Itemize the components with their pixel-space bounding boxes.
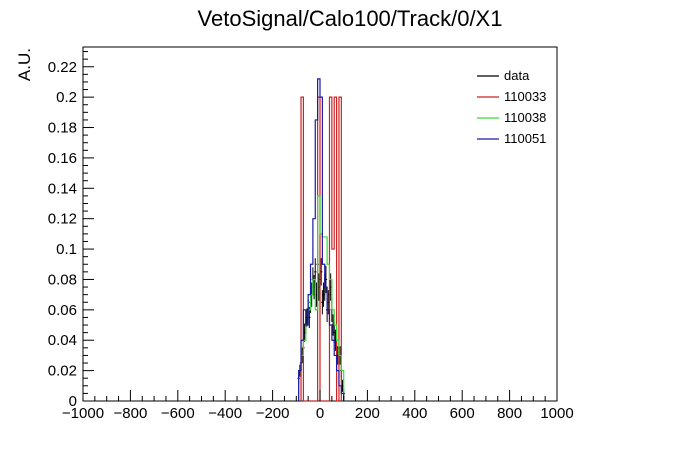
legend: data 110033 110038 110051	[477, 68, 546, 146]
y-tick-label: 0.2	[56, 89, 77, 106]
y-tick-label: 0.02	[48, 363, 77, 380]
y-tick-label: 0.1	[56, 241, 77, 258]
y-axis-label: A.U.	[15, 48, 34, 81]
y-tick-label: 0.08	[48, 271, 77, 288]
y-tick-label: 0	[69, 393, 77, 410]
series-110033-line	[300, 96, 342, 402]
x-tick-label: 800	[497, 405, 522, 422]
x-tick-label: 600	[450, 405, 475, 422]
series-group	[297, 78, 345, 402]
x-tick-label: −800	[114, 405, 148, 422]
y-tick-label: 0.16	[48, 150, 77, 167]
x-tick-label: 1000	[540, 405, 573, 422]
legend-label-data: data	[504, 68, 530, 83]
x-tick-label: 400	[402, 405, 427, 422]
chart-title: VetoSignal/Calo100/Track/0/X1	[198, 6, 503, 31]
x-tick-label: −400	[208, 405, 242, 422]
legend-label-110033: 110033	[504, 89, 546, 104]
x-tick-label: −1000	[62, 405, 104, 422]
y-tick-label: 0.06	[48, 302, 77, 319]
series-110051-line	[298, 78, 345, 401]
y-tick-label: 0.14	[48, 180, 77, 197]
x-tick-label: −600	[161, 405, 195, 422]
x-tick-label: −200	[256, 405, 290, 422]
x-tick-label: 200	[355, 405, 380, 422]
y-tick-label: 0.12	[48, 211, 77, 228]
legend-label-110051: 110051	[504, 131, 546, 146]
x-tick-label: 0	[316, 405, 324, 422]
legend-label-110038: 110038	[504, 110, 546, 125]
series-110038-line	[298, 195, 345, 401]
y-tick-label: 0.18	[48, 120, 77, 137]
series-data-points	[297, 249, 345, 398]
axes-group: −1000 −800 −600 −400 −200 0 200 400 600 800 1000 0 0…	[48, 51, 574, 422]
y-tick-label: 0.22	[48, 59, 77, 76]
y-tick-label: 0.04	[48, 332, 77, 349]
